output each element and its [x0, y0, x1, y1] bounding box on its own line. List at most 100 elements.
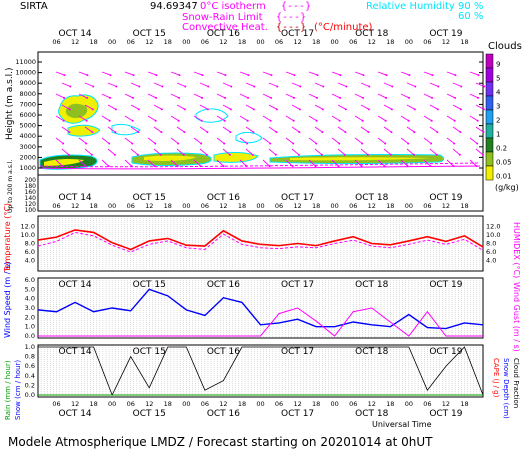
wind-arrow: [153, 126, 162, 133]
wind-arrow-head: [390, 131, 393, 134]
wind-arrow-head: [459, 108, 462, 111]
wind-arrow: [383, 126, 392, 133]
wind-arrow-head: [269, 142, 272, 145]
wind-arrow: [314, 82, 324, 87]
wind-arrow: [147, 115, 156, 122]
colorbar-swatch: [485, 123, 494, 139]
temperature-tick-label: 8.0: [25, 240, 35, 248]
wind-arrow-head: [270, 96, 273, 99]
hour-tick-label: 18: [164, 400, 172, 408]
wind-arrow-head: [437, 85, 440, 88]
wind-arrow: [55, 159, 63, 167]
wind-arrow-head: [229, 131, 232, 134]
wind-arrow-head: [115, 85, 118, 88]
wind-arrow: [308, 93, 318, 99]
hour-tick-label: 00: [405, 202, 413, 210]
temperature-tick-label: 4.0: [25, 257, 35, 265]
wind-arrow-head: [275, 108, 278, 111]
wind-arrow-head: [223, 142, 226, 145]
wind-arrow-head: [293, 96, 296, 99]
clouds-title: Clouds: [488, 41, 522, 52]
wind-arrow: [452, 148, 461, 156]
hour-tick-label: 06: [201, 202, 209, 210]
site-name: SIRTA: [20, 1, 48, 12]
wind-arrow-head: [224, 74, 227, 77]
wind-arrow-head: [138, 85, 141, 88]
wind-arrow-head: [459, 131, 462, 134]
hour-tick-label: 12: [293, 400, 301, 408]
hour-tick-label: 00: [331, 202, 339, 210]
wind-arrow-head: [132, 96, 135, 99]
cloud-panel-frame: [37, 51, 484, 212]
precip-tick-label: 0.0: [25, 391, 35, 399]
wind-arrow: [55, 93, 65, 99]
wind-arrow-head: [385, 74, 388, 77]
wind-arrow-head: [252, 108, 255, 111]
hour-tick-label: 12: [145, 202, 153, 210]
day-label: OCT 18: [355, 193, 388, 203]
wind-arrow-head: [320, 153, 323, 156]
wind-arrow: [239, 115, 248, 122]
wind-arrow: [423, 115, 432, 122]
wind-arrow: [176, 104, 186, 110]
hour-tick-label: 18: [89, 38, 97, 46]
wind-arrow-head: [161, 85, 164, 88]
hour-tick-label: 00: [182, 400, 190, 408]
wind-arrow-head: [62, 119, 65, 122]
hour-tick-label: 12: [293, 202, 301, 210]
wind-arrow: [101, 137, 110, 144]
wind-arrow: [446, 93, 456, 99]
wind-arrow-head: [407, 119, 410, 122]
wind-arrow: [360, 148, 369, 156]
wind-arrow-head: [224, 96, 227, 99]
wind-arrow-head: [293, 74, 296, 77]
hour-tick-label: 18: [164, 202, 172, 210]
wind-arrow: [331, 71, 341, 76]
wind-arrow-head: [63, 74, 66, 77]
hour-tick-label: 06: [52, 400, 60, 408]
wind-arrow-head: [345, 85, 348, 88]
wind-arrow-head: [476, 142, 479, 145]
wind-arrow: [354, 159, 362, 167]
wind-arrow-head: [477, 96, 480, 99]
wind-arrow-head: [413, 131, 416, 134]
wind-arrow-head: [62, 142, 65, 145]
wind-arrow: [383, 148, 392, 156]
wind-arrow: [291, 126, 300, 133]
wind-arrow: [78, 159, 86, 167]
wind-arrow-head: [431, 74, 434, 77]
wind-arrow-head: [275, 131, 278, 134]
wind-arrow-head: [177, 119, 180, 122]
colorbar-swatch: [485, 165, 494, 181]
wind-arrow: [308, 159, 316, 167]
hour-tick-label: 18: [312, 202, 320, 210]
wind-arrow-head: [298, 131, 301, 134]
precip-tick-label: 0.6: [25, 362, 35, 370]
wind-arrow: [124, 137, 133, 144]
wind-arrow-head: [61, 165, 64, 168]
wind-arrow: [147, 159, 155, 167]
wind-tick-label: 6.0: [25, 276, 35, 284]
wind-arrow-head: [230, 85, 233, 88]
hour-tick-label: 18: [386, 38, 394, 46]
wind-arrow-head: [389, 153, 392, 156]
wind-arrow: [400, 93, 410, 99]
day-label: OCT 17: [281, 409, 314, 419]
wind-arrow-head: [252, 131, 255, 134]
precip-tick-label: 0.4: [25, 372, 35, 380]
wind-arrow: [130, 82, 140, 87]
wind-arrow-head: [391, 85, 394, 88]
wind-arrow: [429, 148, 438, 156]
wind-arrow-head: [200, 142, 203, 145]
legend-isotherm-symbol: {---}: [281, 1, 311, 12]
wind-arrow-head: [91, 131, 94, 134]
wind-arrow-head: [247, 96, 250, 99]
wind-tick-label: 3.0: [25, 304, 35, 312]
hour-tick-label: 00: [331, 38, 339, 46]
wind-arrow-head: [153, 165, 156, 168]
colorbar-swatch: [485, 137, 494, 153]
wind-arrow: [429, 104, 439, 110]
wind-arrow: [285, 115, 294, 122]
wind-arrow: [78, 137, 87, 144]
